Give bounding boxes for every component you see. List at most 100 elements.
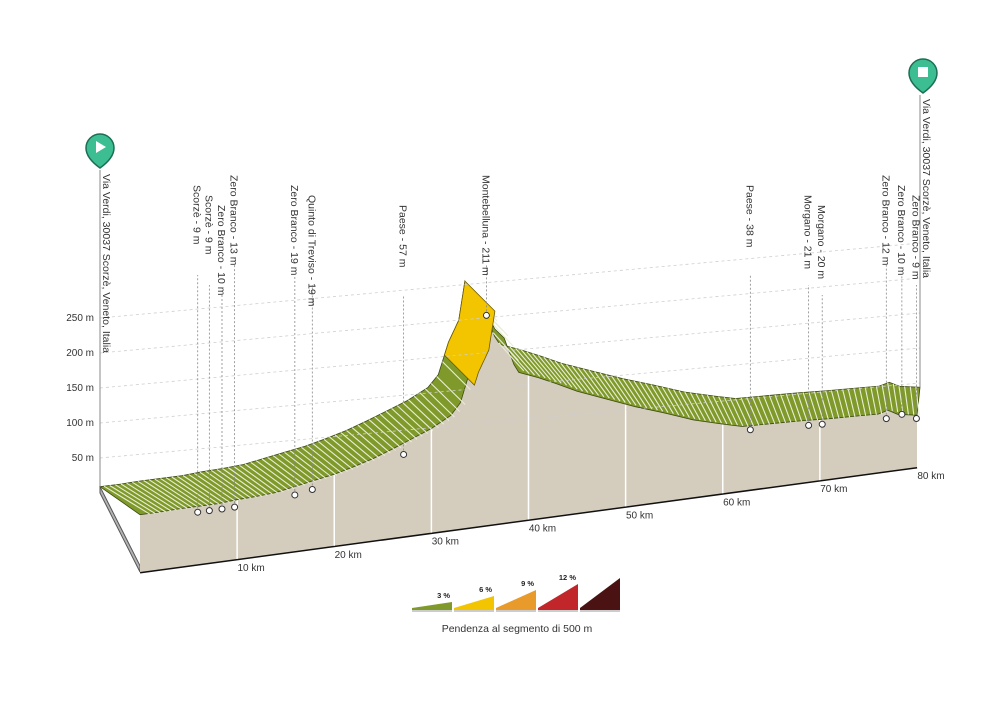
- hatch-line: [554, 360, 578, 390]
- hatch-line: [565, 364, 589, 393]
- waypoint: Zero Branco - 12 m: [879, 175, 891, 423]
- legend-label: 6 %: [479, 585, 492, 594]
- hatch-line: [870, 386, 877, 415]
- hatch-line: [379, 413, 412, 443]
- hatch-line: [825, 390, 835, 420]
- waypoint-label: Paese - 57 m: [397, 205, 409, 268]
- waypoint-dot: [194, 508, 202, 516]
- hatch-line: [599, 372, 621, 402]
- hatch-line: [757, 396, 771, 425]
- hatch-line: [582, 368, 605, 398]
- waypoint-dot: [805, 421, 813, 429]
- y-axis-ticks: 50 m 100 m 150 m 200 m 250 m: [66, 313, 94, 464]
- steep-segment: [443, 280, 496, 386]
- x-tick-label: 80 km: [917, 471, 944, 482]
- hatch-line: [678, 390, 696, 420]
- hatch-line: [120, 483, 167, 513]
- hatch-line: [633, 380, 653, 410]
- grid-line: [99, 347, 921, 424]
- route-markers: [85, 58, 938, 169]
- hatch-line: [143, 480, 188, 509]
- hatch-line: [616, 376, 637, 406]
- waypoint-label: Via Verdi, 30037 Scorzè, Veneto, Italia: [920, 99, 932, 278]
- hatch-line: [729, 397, 744, 427]
- hatch-line: [627, 379, 648, 409]
- x-tick-label: 30 km: [432, 537, 459, 548]
- waypoint-dot: [482, 311, 490, 319]
- hatch-line: [644, 383, 664, 412]
- hatch-line: [796, 392, 808, 421]
- hatch-line: [272, 455, 311, 485]
- hatch-line: [498, 342, 525, 372]
- waypoint-label: Zero Branco - 12 m: [879, 175, 891, 266]
- hatch-line: [396, 405, 429, 435]
- hatch-line: [188, 473, 231, 503]
- map-pin-icon: [85, 133, 115, 169]
- hatch-line: [368, 419, 402, 449]
- hatch-line: [137, 480, 183, 510]
- waypoint: Zero Branco - 10 m: [895, 185, 907, 418]
- hatch-line: [193, 472, 236, 502]
- slope-hatch: [98, 279, 921, 516]
- hatch-line: [532, 353, 557, 382]
- hatch-line: [881, 384, 888, 413]
- legend-label: 3 %: [437, 591, 450, 600]
- waypoint-label: Zero Branco - 9 m: [909, 195, 921, 280]
- waypoint: Zero Branco - 9 m: [909, 195, 921, 423]
- hatch-line: [898, 386, 904, 415]
- hatch-line: [667, 387, 685, 417]
- waypoint-label: Zero Branco - 13 m: [228, 175, 240, 266]
- waypoint: Scorzè - 9 m: [191, 185, 203, 516]
- hatch-line: [267, 456, 306, 486]
- hatch-line: [847, 388, 856, 418]
- hatch-line: [261, 458, 300, 488]
- hatch-line: [734, 398, 749, 427]
- waypoint-dot: [882, 415, 890, 423]
- grid-line: [99, 277, 921, 354]
- waypoint-label: Scorzè - 9 m: [191, 185, 203, 245]
- grid-line: [99, 382, 921, 459]
- hatch-line: [171, 476, 215, 506]
- hatch-line: [864, 387, 872, 416]
- hatch-line: [103, 485, 151, 515]
- waypoint-dot: [231, 503, 239, 511]
- waypoint-label: Scorzè - 9 m: [202, 195, 214, 255]
- hatch-line: [560, 362, 584, 392]
- hatch-line: [323, 438, 359, 468]
- waypoint-label: Zero Branco - 19 m: [288, 185, 300, 276]
- hatch-line: [684, 391, 701, 421]
- hatch-line: [278, 453, 316, 483]
- waypoint: Quinto di Treviso - 19 m: [305, 195, 317, 493]
- y-tick-label: 50 m: [72, 453, 94, 464]
- x-tick-label: 70 km: [820, 484, 847, 495]
- hatch-line: [301, 446, 338, 476]
- waypoint-dot: [898, 410, 906, 418]
- hatch-line: [317, 440, 354, 470]
- waypoint: Morgano - 20 m: [815, 205, 827, 428]
- hatch-line: [740, 397, 755, 427]
- waypoint: Zero Branco - 13 m: [228, 175, 240, 511]
- hatch-line: [802, 392, 813, 421]
- hatch-line: [588, 369, 610, 399]
- hatch-line: [639, 381, 658, 411]
- waypoint-label: Morgano - 21 m: [802, 195, 814, 269]
- hatch-line: [132, 481, 177, 511]
- grid-line: [99, 312, 921, 389]
- waypoint-dot: [291, 491, 299, 499]
- hatch-line: [706, 394, 722, 424]
- hatch-line: [244, 463, 284, 493]
- hatch-line: [385, 410, 418, 440]
- hatch-line: [340, 432, 375, 462]
- waypoint-dot: [308, 485, 316, 493]
- hatch-line: [650, 384, 669, 413]
- hatch-line: [853, 388, 861, 417]
- hatch-line: [813, 391, 824, 420]
- hatch-line: [656, 385, 674, 414]
- hatch-line: [723, 396, 738, 426]
- legend-caption: Pendenza al segmento di 500 m: [442, 623, 593, 635]
- hatch-line: [915, 386, 920, 416]
- legend-swatch: [454, 596, 494, 610]
- hatch-line: [904, 386, 909, 415]
- hatch-line: [622, 378, 642, 408]
- hatch-line: [334, 434, 370, 464]
